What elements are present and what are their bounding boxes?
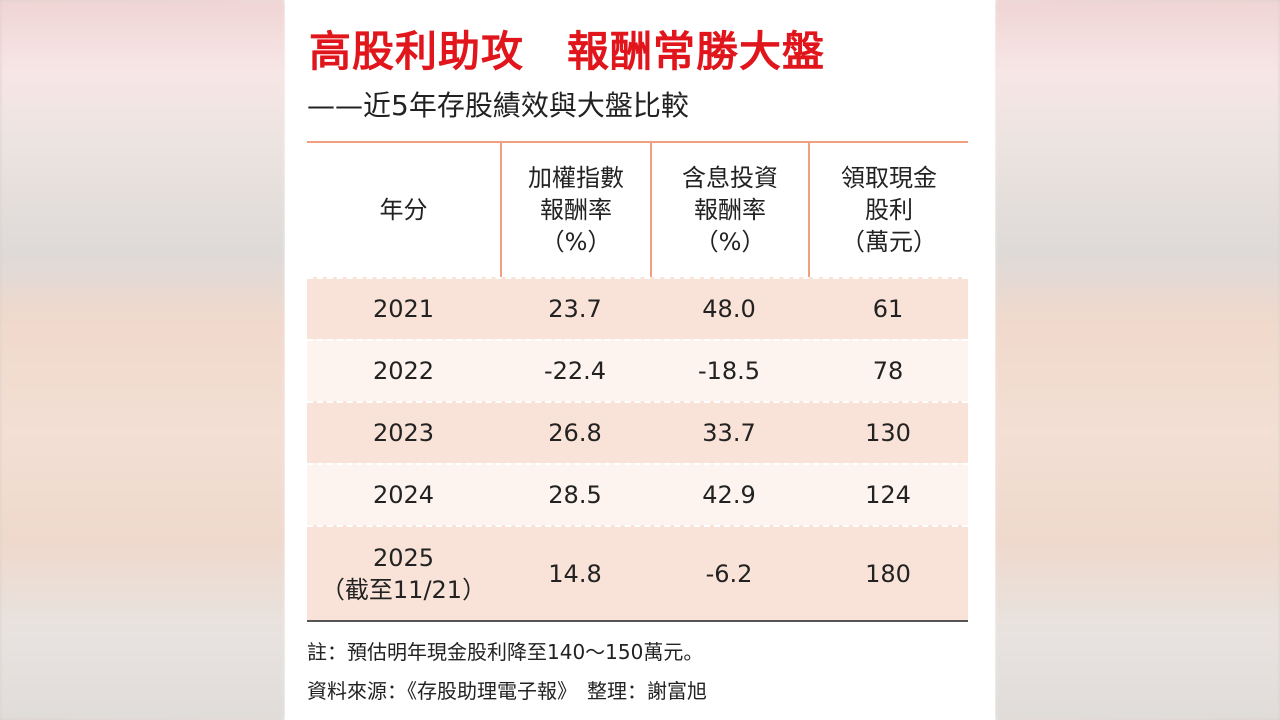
table-cell: 124 [865, 481, 911, 509]
cell-line: （%） [540, 228, 612, 256]
cell-line: 加權指數 [528, 164, 624, 192]
table-cell: -6.2 [705, 559, 753, 588]
table-cell: 33.7 [702, 419, 756, 447]
source: 資料來源：《存股助理電子報》 整理：謝富旭 [307, 679, 707, 703]
cell-line: 2025 [372, 543, 435, 572]
table-row: 2021 23.7 48.0 61 [307, 277, 968, 339]
cell-line: 領取現金 [841, 164, 937, 192]
table-cell: 130 [865, 419, 911, 447]
table-cell: 42.9 [702, 481, 756, 509]
header-cell: 年分 [307, 143, 500, 277]
table-cell: 180 [865, 559, 911, 588]
table-cell: 2022 [307, 341, 500, 401]
title: 高股利助攻 報酬常勝大盤 [309, 27, 826, 76]
subtitle: ——近5年存股績效與大盤比較 [307, 89, 689, 122]
cell-line: 報酬率 [694, 196, 766, 224]
cell-line: 2021 [372, 295, 435, 323]
table-cell: 61 [872, 295, 904, 323]
table-cell: 78 [872, 357, 904, 385]
table-row: 2024 28.5 42.9 124 [307, 463, 968, 525]
table-cell: 2023 [307, 403, 500, 463]
blurred-background [995, 0, 1280, 720]
table-cell: 48.0 [702, 295, 756, 323]
table: 年分 加權指數報酬率 （%） 含息投資報酬率 （%） 領取現金股利 （萬元） 2021 23.7… [307, 141, 968, 622]
cell-line: （萬元） [841, 228, 937, 256]
cell-line: 2023 [372, 419, 435, 447]
table-cell: -22.4 [543, 357, 607, 385]
blurred-background [0, 0, 285, 720]
table-cell: 28.5 [548, 481, 602, 509]
table-row: 2025 （截至11/21） 14.8 -6.2 180 [307, 525, 968, 622]
infographic: 高股利助攻 報酬常勝大盤 ——近5年存股績效與大盤比較 年分 加權指數報酬率 （%）… [285, 0, 995, 720]
header-row: 年分 加權指數報酬率 （%） 含息投資報酬率 （%） 領取現金股利 （萬元） [307, 143, 968, 277]
cell-line: 年分 [379, 196, 428, 224]
cell-line: 含息投資 [682, 164, 778, 192]
cell-line: 2024 [372, 481, 435, 509]
note: 註：預估明年現金股利降至140～150萬元。 [307, 640, 704, 664]
table-cell: 2025 （截至11/21） [307, 527, 500, 620]
header-cell: 領取現金股利 （萬元） [808, 143, 968, 277]
table-cell: 2024 [307, 465, 500, 525]
cell-line: 2022 [372, 357, 435, 385]
table-cell: 2021 [307, 279, 500, 339]
table-cell: 14.8 [548, 559, 602, 588]
header-cell: 加權指數報酬率 （%） [500, 143, 650, 277]
cell-line: 報酬率 [540, 196, 612, 224]
table-row: 2022 -22.4 -18.5 78 [307, 339, 968, 401]
cell-line: （截至11/21） [320, 575, 487, 604]
table-cell: 26.8 [548, 419, 602, 447]
cell-line: （%） [694, 228, 766, 256]
table-row: 2023 26.8 33.7 130 [307, 401, 968, 463]
header-cell: 含息投資報酬率 （%） [650, 143, 808, 277]
cell-line: 股利 [865, 196, 913, 224]
table-cell: -18.5 [697, 357, 761, 385]
table-cell: 23.7 [548, 295, 602, 323]
